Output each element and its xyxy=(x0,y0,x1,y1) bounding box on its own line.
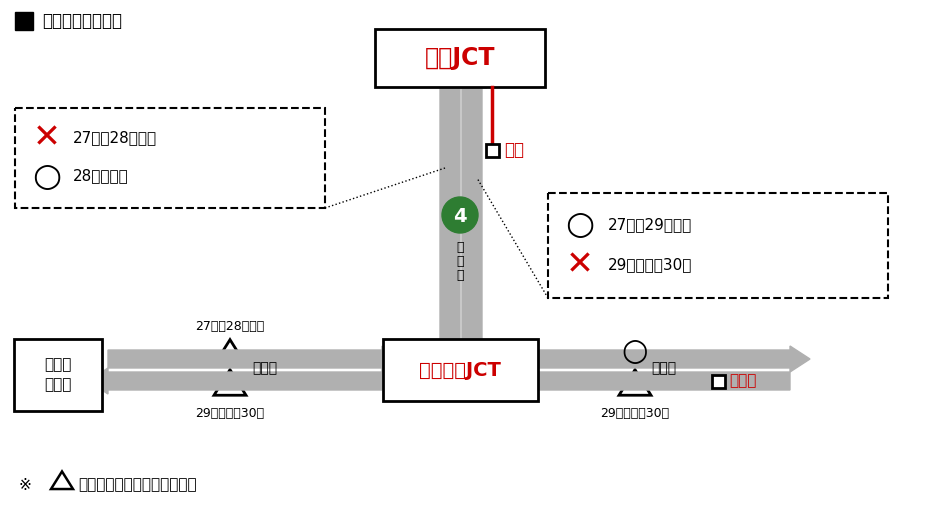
Bar xyxy=(486,144,499,157)
FancyArrow shape xyxy=(88,368,382,394)
FancyArrow shape xyxy=(435,88,465,362)
Bar xyxy=(548,193,888,298)
Text: 関空道: 関空道 xyxy=(651,361,676,375)
Text: 泉佐野: 泉佐野 xyxy=(729,374,757,388)
Bar xyxy=(15,108,325,208)
Bar xyxy=(712,375,725,388)
Circle shape xyxy=(442,197,478,233)
Text: ○: ○ xyxy=(622,337,648,365)
Text: 29日午後、30日: 29日午後、30日 xyxy=(601,407,670,420)
Bar xyxy=(15,12,33,30)
Text: 29日午後、30日: 29日午後、30日 xyxy=(195,407,264,420)
FancyArrow shape xyxy=(457,66,487,340)
Bar xyxy=(383,339,538,401)
Text: 三宝JCT: 三宝JCT xyxy=(425,46,495,70)
Text: ✕: ✕ xyxy=(566,248,594,282)
Text: は、首脳等通行時は通行止め: は、首脳等通行時は通行止め xyxy=(78,477,197,493)
Text: 27日〜29日午前: 27日〜29日午前 xyxy=(608,218,692,233)
FancyArrow shape xyxy=(538,346,810,372)
Text: 湾岸線、関空方面: 湾岸線、関空方面 xyxy=(42,12,122,30)
Text: 岸: 岸 xyxy=(456,255,464,268)
Bar xyxy=(14,339,102,411)
Text: りんくうJCT: りんくうJCT xyxy=(419,360,501,380)
Text: 4: 4 xyxy=(453,206,467,225)
Text: ○: ○ xyxy=(33,159,62,193)
Text: ※: ※ xyxy=(18,477,31,493)
Text: 湾: 湾 xyxy=(456,241,464,254)
Text: 線: 線 xyxy=(456,269,464,282)
Text: 28日午後〜: 28日午後〜 xyxy=(73,169,129,183)
Text: 27日、28日午前: 27日、28日午前 xyxy=(195,320,264,333)
Text: ○: ○ xyxy=(565,208,595,242)
Text: 石津: 石津 xyxy=(504,141,524,159)
FancyArrow shape xyxy=(518,368,790,394)
Text: ✕: ✕ xyxy=(33,122,61,154)
Bar xyxy=(375,29,545,87)
Text: 29日午後〜30日: 29日午後〜30日 xyxy=(608,258,692,272)
Text: 27日、28日午前: 27日、28日午前 xyxy=(73,130,157,146)
Text: 際空港: 際空港 xyxy=(44,378,72,392)
FancyArrow shape xyxy=(108,346,402,372)
Text: 関西国: 関西国 xyxy=(44,358,72,373)
Text: 連絡橋: 連絡橋 xyxy=(252,361,277,375)
